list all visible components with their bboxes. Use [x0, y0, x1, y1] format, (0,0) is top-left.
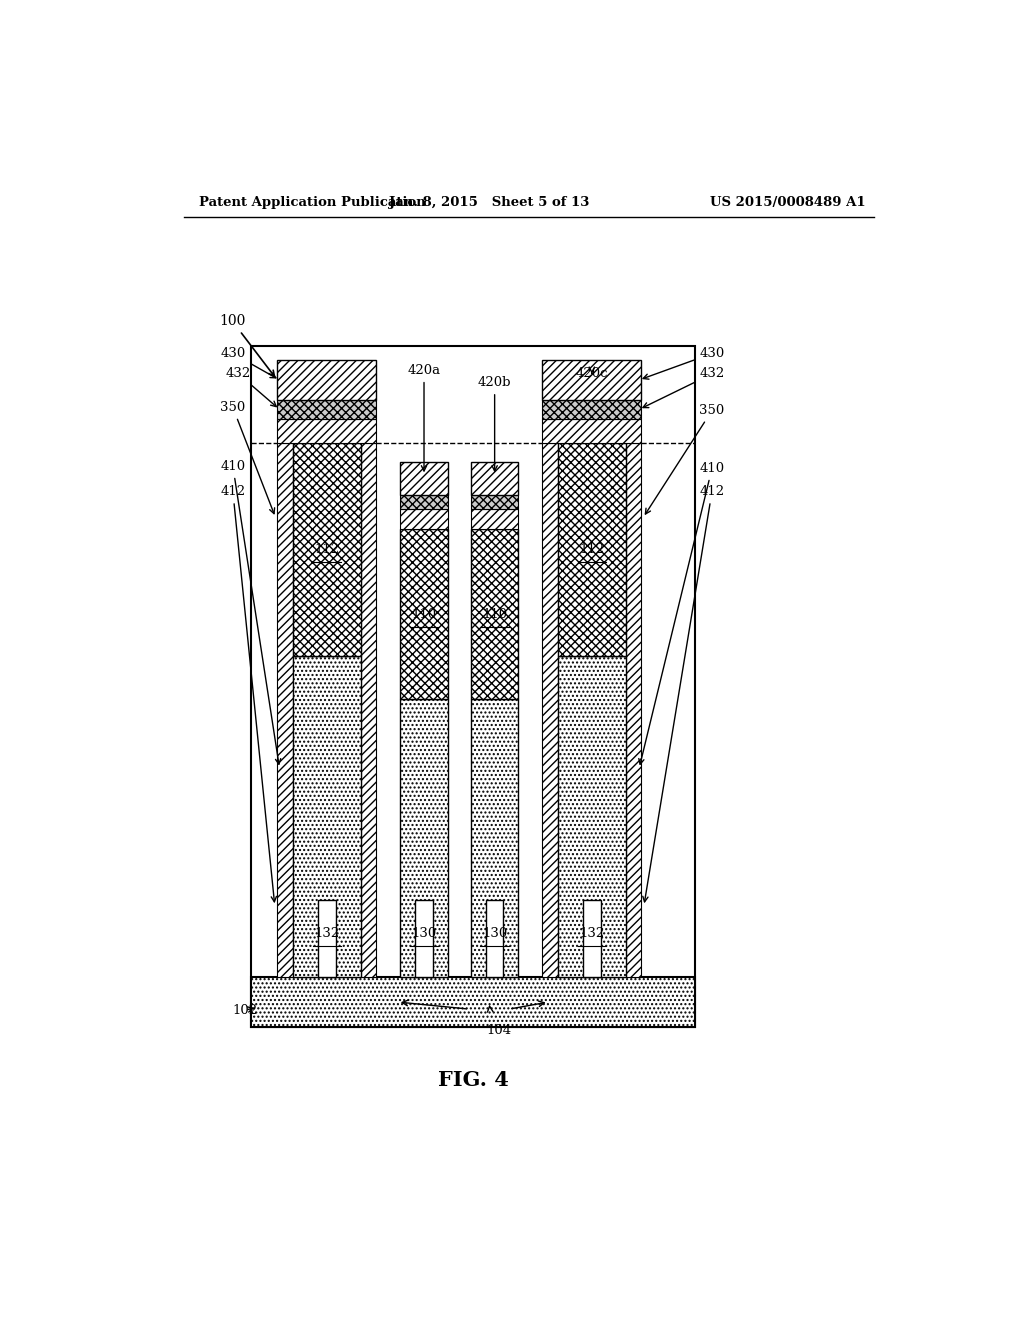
Bar [318, 900, 336, 977]
Bar [583, 900, 601, 977]
Bar [293, 656, 360, 977]
Text: 350: 350 [645, 404, 725, 513]
Bar [251, 346, 695, 1027]
Text: 420b: 420b [478, 376, 511, 471]
Text: 110: 110 [482, 607, 507, 620]
Bar [626, 444, 641, 977]
Text: US 2015/0008489 A1: US 2015/0008489 A1 [711, 195, 866, 209]
Bar [293, 444, 360, 656]
Bar [543, 359, 641, 400]
Bar [400, 529, 447, 700]
Text: 130: 130 [482, 928, 507, 940]
Text: Patent Application Publication: Patent Application Publication [200, 195, 426, 209]
Bar [400, 510, 447, 529]
Bar [486, 900, 504, 977]
Text: 112: 112 [580, 544, 604, 556]
Bar [278, 359, 377, 400]
Text: 420a: 420a [408, 364, 440, 471]
Text: 430: 430 [643, 347, 725, 379]
Text: FIG. 4: FIG. 4 [438, 1071, 509, 1090]
Bar [251, 977, 695, 1027]
Text: 104: 104 [486, 1024, 511, 1038]
Bar [543, 418, 641, 444]
Text: 130: 130 [412, 928, 436, 940]
Bar [471, 529, 518, 700]
Bar [558, 444, 626, 656]
Text: 430: 430 [220, 347, 275, 378]
Bar [278, 400, 377, 418]
Text: 350: 350 [220, 401, 274, 513]
Bar [471, 510, 518, 529]
Text: 432: 432 [225, 367, 276, 407]
Text: 412: 412 [643, 486, 725, 902]
Bar [471, 700, 518, 977]
Bar [416, 900, 433, 977]
Text: 132: 132 [580, 928, 604, 940]
Bar [400, 700, 447, 977]
Text: 102: 102 [232, 1003, 258, 1016]
Bar [471, 495, 518, 510]
Text: 412: 412 [220, 486, 276, 902]
Bar [400, 495, 447, 510]
Text: Jan. 8, 2015   Sheet 5 of 13: Jan. 8, 2015 Sheet 5 of 13 [389, 195, 589, 209]
Text: 112: 112 [314, 544, 339, 556]
Bar [471, 462, 518, 495]
Bar [400, 462, 447, 495]
Bar [558, 656, 626, 977]
Text: 110: 110 [412, 607, 436, 620]
Bar [278, 418, 377, 444]
Text: 410: 410 [639, 462, 725, 764]
Text: 100: 100 [219, 314, 274, 376]
Text: 132: 132 [314, 928, 339, 940]
Text: 420c: 420c [575, 367, 608, 380]
Bar [543, 444, 558, 977]
Bar [543, 400, 641, 418]
Bar [360, 444, 377, 977]
Text: 432: 432 [643, 367, 725, 408]
Text: 410: 410 [220, 459, 281, 764]
Bar [278, 444, 293, 977]
